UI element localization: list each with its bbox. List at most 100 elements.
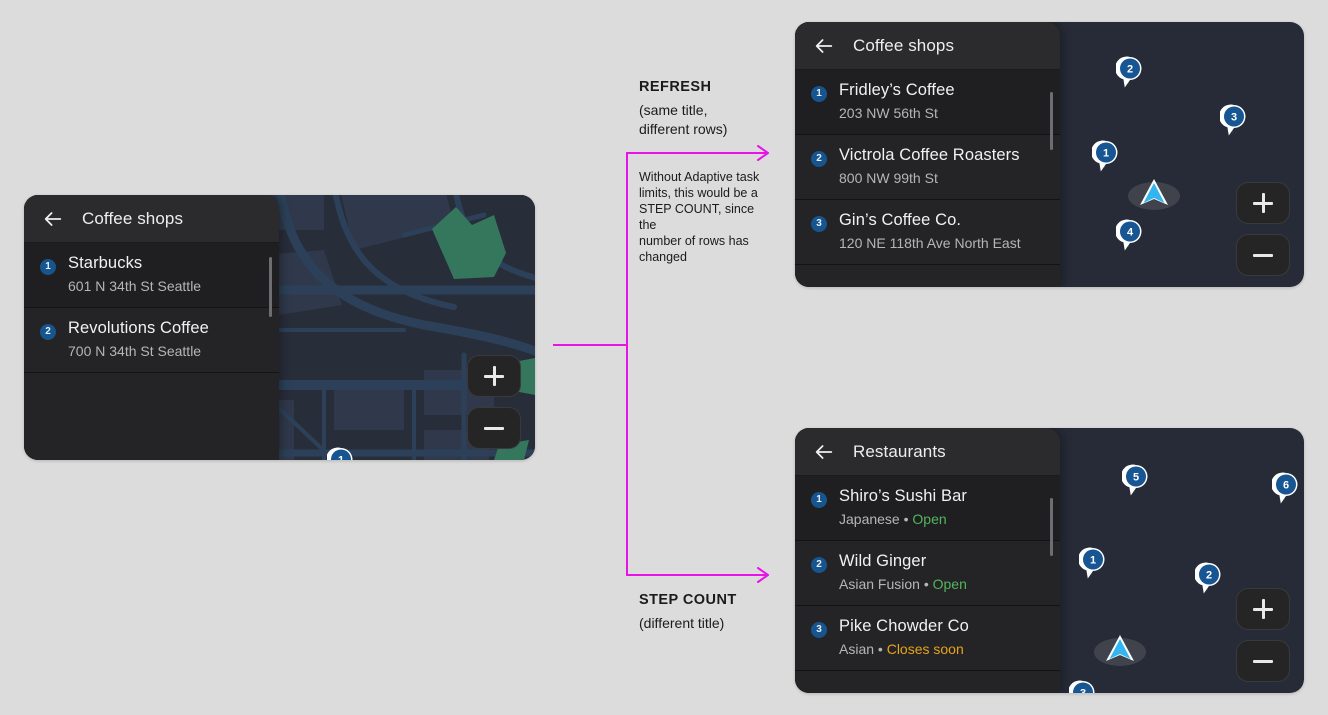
map-pin-1[interactable]: 1 bbox=[326, 446, 355, 460]
user-location-marker bbox=[1094, 630, 1146, 675]
panel-title-step-count: Restaurants bbox=[853, 441, 946, 461]
minus-icon bbox=[1253, 651, 1273, 671]
svg-text:1: 1 bbox=[338, 455, 344, 460]
places-list-panel-step-count[interactable]: Restaurants 1 Shiro’s Sushi Bar Japanese… bbox=[795, 428, 1060, 693]
zoom-in-button[interactable] bbox=[1236, 182, 1290, 224]
row-badge: 1 bbox=[40, 259, 56, 275]
list-item[interactable]: 2 Revolutions Coffee 700 N 34th St Seatt… bbox=[24, 308, 279, 373]
minus-icon bbox=[484, 418, 504, 438]
svg-text:3: 3 bbox=[1231, 112, 1237, 124]
list-item[interactable]: 1 Starbucks 601 N 34th St Seattle bbox=[24, 243, 279, 308]
map-pin-2[interactable]: 2 bbox=[1194, 561, 1223, 600]
row-title: Wild Ginger bbox=[839, 552, 927, 570]
arrowhead-refresh bbox=[757, 145, 769, 161]
row-subtitle: Asian Fusion • Open bbox=[839, 574, 967, 594]
row-list-step-count[interactable]: 1 Shiro’s Sushi Bar Japanese • Open 2 Wi… bbox=[795, 476, 1060, 671]
row-subtitle: 120 NE 118th Ave North East bbox=[839, 235, 1021, 251]
row-title: Gin’s Coffee Co. bbox=[839, 211, 962, 229]
map-pin-6[interactable]: 6 bbox=[1271, 471, 1300, 510]
map-pin-3[interactable]: 3 bbox=[1068, 679, 1097, 693]
list-scrollbar[interactable] bbox=[269, 257, 272, 317]
row-status-badge: Closes soon bbox=[886, 641, 964, 657]
map-pin-4[interactable]: 4 bbox=[1115, 218, 1144, 257]
map-zoom-controls-step-count[interactable] bbox=[1236, 588, 1290, 682]
row-badge: 3 bbox=[811, 216, 827, 232]
row-badge: 2 bbox=[811, 151, 827, 167]
row-subtitle: 601 N 34th St Seattle bbox=[68, 278, 202, 294]
panel-header-step-count: Restaurants bbox=[795, 428, 1060, 476]
panel-header-refresh: Coffee shops bbox=[795, 22, 1060, 70]
row-subtitle: 203 NW 56th St bbox=[839, 105, 938, 121]
map-pin-5[interactable]: 5 bbox=[1121, 463, 1150, 502]
arrow-left-icon[interactable] bbox=[813, 35, 835, 57]
user-location-marker bbox=[1128, 174, 1180, 219]
zoom-out-button[interactable] bbox=[1236, 234, 1290, 276]
row-status-badge: Open bbox=[932, 576, 967, 592]
annotation-refresh-detail: (same title, different rows) bbox=[639, 102, 728, 137]
annotation-step-count: STEP COUNT (different title) bbox=[639, 591, 839, 633]
map-pin-3[interactable]: 3 bbox=[1219, 103, 1248, 142]
zoom-in-button[interactable] bbox=[1236, 588, 1290, 630]
row-category: Asian • bbox=[839, 641, 887, 657]
svg-text:1: 1 bbox=[1103, 148, 1109, 160]
svg-text:2: 2 bbox=[1206, 570, 1212, 582]
plus-icon bbox=[1253, 193, 1273, 213]
row-title: Revolutions Coffee bbox=[68, 319, 209, 337]
row-subtitle: Japanese • Open bbox=[839, 509, 967, 529]
list-scrollbar[interactable] bbox=[1050, 92, 1053, 150]
annotation-step-count-heading: STEP COUNT bbox=[639, 592, 737, 608]
row-title: Victrola Coffee Roasters bbox=[839, 146, 1020, 164]
list-item[interactable]: 1 Shiro’s Sushi Bar Japanese • Open bbox=[795, 476, 1060, 541]
screen-restaurants-step-count[interactable]: 5 6 1 2 bbox=[795, 428, 1304, 693]
map-zoom-controls-refresh[interactable] bbox=[1236, 182, 1290, 276]
zoom-in-button[interactable] bbox=[467, 355, 521, 397]
row-category: Japanese • bbox=[839, 511, 913, 527]
places-list-panel-refresh[interactable]: Coffee shops 1 Fridley’s Coffee 203 NW 5… bbox=[795, 22, 1060, 287]
arrowhead-step-count bbox=[757, 567, 769, 583]
svg-text:3: 3 bbox=[1080, 688, 1086, 693]
row-category: Asian Fusion • bbox=[839, 576, 933, 592]
row-badge: 1 bbox=[811, 86, 827, 102]
row-list-refresh[interactable]: 1 Fridley’s Coffee 203 NW 56th St 2 Vict… bbox=[795, 70, 1060, 265]
svg-text:5: 5 bbox=[1133, 472, 1139, 484]
row-list-before[interactable]: 1 Starbucks 601 N 34th St Seattle 2 Revo… bbox=[24, 243, 279, 373]
places-list-panel-before[interactable]: Coffee shops 1 Starbucks 601 N 34th St S… bbox=[24, 195, 279, 460]
annotation-step-count-detail: (different title) bbox=[639, 615, 725, 631]
row-badge: 2 bbox=[40, 324, 56, 340]
panel-title-before: Coffee shops bbox=[82, 208, 184, 228]
row-badge: 2 bbox=[811, 557, 827, 573]
list-item[interactable]: 2 Wild Ginger Asian Fusion • Open bbox=[795, 541, 1060, 606]
list-item[interactable]: 2 Victrola Coffee Roasters 800 NW 99th S… bbox=[795, 135, 1060, 200]
map-pin-1[interactable]: 1 bbox=[1091, 139, 1120, 178]
panel-header-before: Coffee shops bbox=[24, 195, 279, 243]
row-badge: 1 bbox=[811, 492, 827, 508]
row-title: Fridley’s Coffee bbox=[839, 81, 955, 99]
zoom-out-button[interactable] bbox=[1236, 640, 1290, 682]
svg-text:6: 6 bbox=[1283, 480, 1289, 492]
row-status-badge: Open bbox=[912, 511, 947, 527]
svg-text:2: 2 bbox=[1127, 64, 1133, 76]
row-subtitle: 800 NW 99th St bbox=[839, 170, 938, 186]
row-title: Shiro’s Sushi Bar bbox=[839, 487, 967, 505]
screen-coffee-shops-before[interactable]: 1 2 bbox=[24, 195, 535, 460]
map-pin-1[interactable]: 1 bbox=[1078, 546, 1107, 585]
arrow-left-icon[interactable] bbox=[813, 441, 835, 463]
list-scrollbar[interactable] bbox=[1050, 498, 1053, 556]
plus-icon bbox=[1253, 599, 1273, 619]
map-zoom-controls-before[interactable] bbox=[467, 355, 521, 449]
row-badge: 3 bbox=[811, 622, 827, 638]
row-title: Pike Chowder Co bbox=[839, 617, 969, 635]
row-subtitle: 700 N 34th St Seattle bbox=[68, 343, 202, 359]
list-item[interactable]: 1 Fridley’s Coffee 203 NW 56th St bbox=[795, 70, 1060, 135]
zoom-out-button[interactable] bbox=[467, 407, 521, 449]
arrow-left-icon[interactable] bbox=[42, 208, 64, 230]
list-item[interactable]: 3 Gin’s Coffee Co. 120 NE 118th Ave Nort… bbox=[795, 200, 1060, 265]
minus-icon bbox=[1253, 245, 1273, 265]
screen-coffee-shops-refresh[interactable]: 2 3 1 4 bbox=[795, 22, 1304, 287]
row-subtitle: Asian • Closes soon bbox=[839, 639, 969, 659]
map-pin-2[interactable]: 2 bbox=[1115, 55, 1144, 94]
annotation-refresh: REFRESH (same title, different rows) bbox=[639, 78, 799, 139]
list-item[interactable]: 3 Pike Chowder Co Asian • Closes soon bbox=[795, 606, 1060, 671]
svg-text:4: 4 bbox=[1127, 227, 1134, 239]
